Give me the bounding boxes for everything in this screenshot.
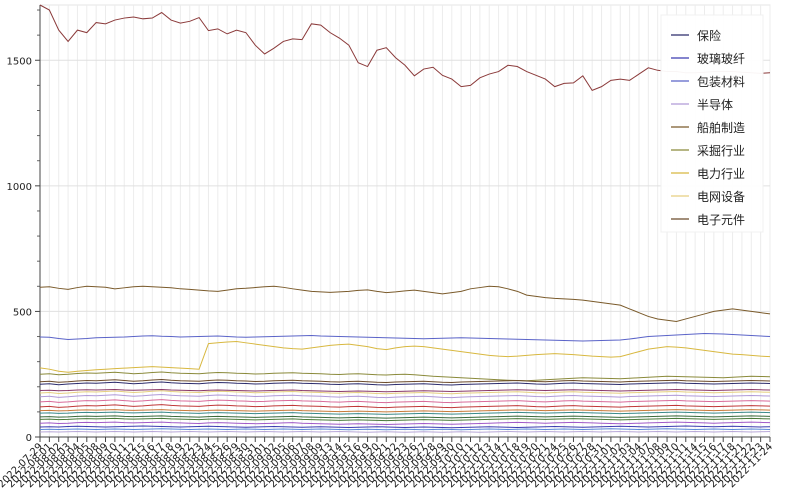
series-line (39, 409, 771, 413)
series-line (39, 285, 771, 322)
series-lines (39, 4, 771, 433)
legend-label: 保险 (697, 28, 721, 43)
series-line (39, 411, 771, 415)
y-tick-label: 500 (13, 307, 32, 318)
series-line (39, 399, 771, 404)
series-line (39, 371, 771, 382)
series-line (39, 381, 771, 386)
legend-label: 电力行业 (697, 167, 745, 181)
legend-label: 采掘行业 (697, 143, 745, 158)
series-line (39, 404, 771, 409)
series-line (39, 417, 771, 422)
series-line (39, 378, 771, 384)
legend-label: 电子元件 (697, 213, 745, 227)
y-tick-label: 1000 (7, 182, 32, 193)
series-line (39, 341, 771, 373)
series-line (39, 415, 771, 419)
legend-label: 玻璃玻纤 (697, 52, 745, 66)
legend-label: 船舶制造 (697, 120, 745, 135)
series-line (39, 430, 771, 433)
y-tick-label: 1500 (7, 56, 32, 67)
series-line (39, 390, 771, 395)
series-line (39, 389, 771, 393)
series-line (39, 394, 771, 399)
y-tick-label: 0 (26, 433, 32, 444)
series-line (39, 4, 771, 92)
series-line (39, 428, 771, 431)
legend-label: 包装材料 (697, 75, 745, 89)
series-line (39, 333, 771, 342)
axes: 0500100015002022-07-292022-08-012022-08-… (0, 5, 775, 490)
legend-label: 电网设备 (697, 190, 745, 204)
series-line (39, 421, 771, 425)
series-line (39, 425, 771, 429)
legend-label: 半导体 (697, 98, 733, 112)
